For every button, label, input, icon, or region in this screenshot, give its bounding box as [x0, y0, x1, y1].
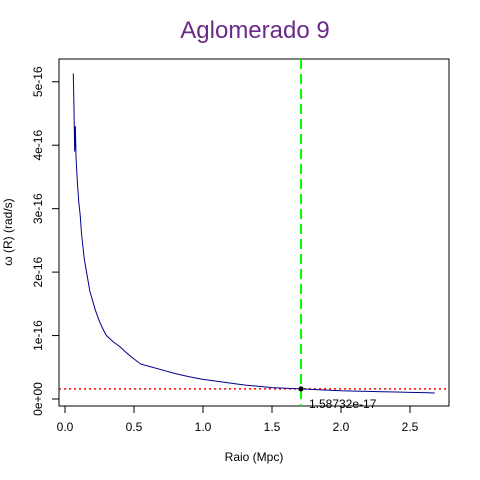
y-tick-label: 4e-16	[31, 130, 45, 161]
x-tick-label: 1.5	[264, 420, 281, 434]
y-tick-label: 1e-16	[31, 320, 45, 351]
chart-title: Aglomerado 9	[180, 17, 329, 44]
y-tick-label: 3e-16	[31, 193, 45, 224]
marker-label: 1.58732e-17	[309, 397, 377, 411]
x-tick-label: 2.0	[333, 420, 350, 434]
x-axis: 0.0 0.5 1.0 1.5 2.0 2.5	[57, 405, 419, 434]
marker-point	[298, 386, 304, 392]
series-line-0	[72, 73, 435, 394]
x-axis-label: Raio (Mpc)	[225, 450, 284, 464]
y-tick-label: 0e+00	[31, 382, 45, 416]
x-tick-label: 2.5	[402, 420, 419, 434]
y-axis-label: ω (R) (rad/s)	[1, 198, 15, 265]
plot-frame	[58, 58, 450, 407]
y-tick-label: 5e-16	[31, 66, 45, 97]
y-axis: 0e+00 1e-16 2e-16 3e-16 4e-16 5e-16	[31, 66, 60, 416]
x-tick-label: 0.5	[126, 420, 143, 434]
plot-area: 1.58732e-17	[59, 59, 449, 411]
y-tick-label: 2e-16	[31, 256, 45, 287]
x-tick-label: 0.0	[57, 420, 74, 434]
x-tick-label: 1.0	[195, 420, 212, 434]
